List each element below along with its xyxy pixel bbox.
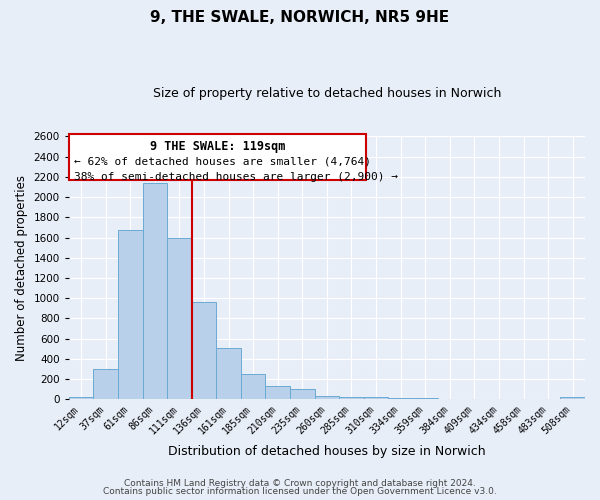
Bar — [94, 369, 118, 400]
Bar — [265, 386, 290, 400]
Bar — [339, 397, 364, 400]
Text: Contains public sector information licensed under the Open Government Licence v3: Contains public sector information licen… — [103, 487, 497, 496]
Text: ← 62% of detached houses are smaller (4,764): ← 62% of detached houses are smaller (4,… — [74, 156, 371, 166]
X-axis label: Distribution of detached houses by size in Norwich: Distribution of detached houses by size … — [168, 444, 486, 458]
Text: 38% of semi-detached houses are larger (2,900) →: 38% of semi-detached houses are larger (… — [74, 172, 398, 182]
Bar — [167, 238, 192, 400]
Bar — [192, 302, 217, 400]
Bar — [364, 398, 388, 400]
Bar — [143, 183, 167, 400]
FancyBboxPatch shape — [69, 134, 365, 180]
Text: 9, THE SWALE, NORWICH, NR5 9HE: 9, THE SWALE, NORWICH, NR5 9HE — [151, 10, 449, 25]
Bar — [69, 398, 94, 400]
Text: Contains HM Land Registry data © Crown copyright and database right 2024.: Contains HM Land Registry data © Crown c… — [124, 478, 476, 488]
Bar — [388, 398, 413, 400]
Bar — [118, 230, 143, 400]
Bar — [560, 398, 585, 400]
Y-axis label: Number of detached properties: Number of detached properties — [15, 175, 28, 361]
Bar — [314, 396, 339, 400]
Text: 9 THE SWALE: 119sqm: 9 THE SWALE: 119sqm — [149, 140, 285, 153]
Bar — [241, 374, 265, 400]
Title: Size of property relative to detached houses in Norwich: Size of property relative to detached ho… — [153, 88, 501, 101]
Bar — [413, 398, 437, 400]
Bar — [290, 389, 314, 400]
Bar — [217, 348, 241, 400]
